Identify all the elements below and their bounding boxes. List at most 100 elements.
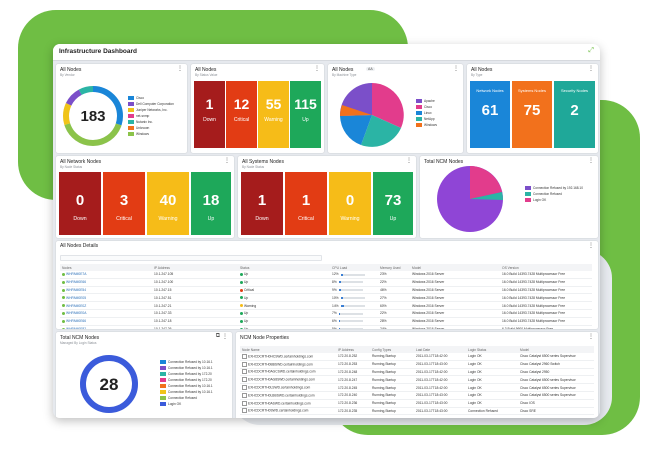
legend-item[interactable]: Juniper Networks, Inc. xyxy=(128,107,174,113)
status-tile-down[interactable]: 1 Down xyxy=(194,81,225,148)
systems-tile-up[interactable]: 73 Up xyxy=(373,172,413,235)
node-cell[interactable]: WHPAM0E05 xyxy=(60,293,152,303)
table-row[interactable]: WHPAM0E82 10.1.247.26 Up 5% 24% Windows 2016 … xyxy=(60,325,592,329)
systems-tile-down[interactable]: 1 Down xyxy=(241,172,283,235)
node-link[interactable]: WHPAM0E0A xyxy=(66,311,87,316)
table-row[interactable]: EXHCDCRTH0BBSWD.certainholdings.com 172.2… xyxy=(240,360,594,369)
column-header[interactable]: Node Name xyxy=(240,346,336,353)
legend-item[interactable]: Windows xyxy=(128,131,174,137)
more-options-icon[interactable]: ⋮ xyxy=(224,158,230,164)
column-header[interactable]: IP Address xyxy=(152,264,238,271)
table-row[interactable]: EXHCDCRTH0ASWD.certainholdings.com 172.20… xyxy=(240,399,594,408)
legend-item[interactable]: Connection Refused by 172.20 xyxy=(160,371,213,377)
type-tile-systems[interactable]: Systems Nodes 75 xyxy=(512,81,552,148)
legend-item[interactable]: Connection Refused xyxy=(160,395,213,401)
legend-item[interactable]: Windows xyxy=(416,122,437,128)
systems-tile-warning[interactable]: 0 Warning xyxy=(329,172,371,235)
column-header[interactable]: IP Address xyxy=(336,346,370,353)
column-header[interactable]: Memory Used xyxy=(378,264,410,271)
node-cell[interactable]: WHPAM0E54 xyxy=(60,286,152,295)
node-link[interactable]: WHPAM0E0Z xyxy=(66,303,87,308)
node-link[interactable]: WHPAM0E66 xyxy=(66,280,87,285)
legend-item[interactable]: Connection Refused by 10.16.1 xyxy=(160,365,213,371)
expand-arrows-icon[interactable]: ⤢ xyxy=(588,47,594,54)
network-tile-warning[interactable]: 40 Warning xyxy=(147,172,189,235)
legend-item[interactable]: Dell Computer Corporation xyxy=(128,101,174,107)
row-checkbox[interactable] xyxy=(242,385,247,391)
table-row[interactable]: WHPAM0E66 10.1.247.18 Up 6% 28% Windows 2016 … xyxy=(60,317,592,326)
legend-item[interactable]: Cisco xyxy=(416,104,437,110)
more-options-icon[interactable]: ⋮ xyxy=(588,158,594,164)
table-row[interactable]: EXHCDCRTH0AG8SWD.certainholdings.com 172.… xyxy=(240,375,594,385)
more-options-icon[interactable]: ⋮ xyxy=(177,66,183,72)
table-row[interactable]: EXHCDCRTH0HCSWD.certainholdings.com 172.2… xyxy=(240,353,594,361)
legend-item[interactable]: Apache xyxy=(416,98,437,104)
legend-item[interactable]: Login OK xyxy=(160,401,213,407)
network-tile-up[interactable]: 18 Up xyxy=(191,172,231,235)
node-name-cell[interactable]: EXHCDCRTH0HCSWD.certainholdings.com xyxy=(240,353,336,361)
legend-item[interactable]: Connection Refused by 10.16.1 xyxy=(160,359,213,365)
table-row[interactable]: EXHCDCRTH0LSWD.certainholdings.com 172.20… xyxy=(240,383,594,392)
table-row[interactable]: WHPAM0E66 10.1.247.100 Up 8% 22% Windows 2016… xyxy=(60,278,592,287)
table-row[interactable]: WHPAM0E54 10.1.247.15 Critical 9% 46% Windows… xyxy=(60,286,592,295)
table-row[interactable]: WHPAM0E0A 10.1.247.33 Up 7% 22% Windows 2016 … xyxy=(60,309,592,318)
status-tile-warning[interactable]: 55 Warning xyxy=(258,81,289,148)
status-tile-up[interactable]: 115 Up xyxy=(290,81,321,148)
node-name-cell[interactable]: EXHCDCRTH0AG8SWD.certainholdings.com xyxy=(240,375,336,385)
legend-item[interactable]: Nutanix Inc. xyxy=(128,119,174,125)
legend-item[interactable]: Connection Refused by 172.20 xyxy=(160,377,213,383)
table-search-input[interactable] xyxy=(60,255,322,261)
row-checkbox[interactable] xyxy=(242,353,247,359)
table-row[interactable]: WHPAM0E0Z 10.1.247.21 Warning 14% 60% Windows… xyxy=(60,301,592,310)
legend-item[interactable]: Connection Refused by 192.168.10 xyxy=(525,185,583,191)
column-header[interactable]: Login Status xyxy=(466,346,518,353)
more-options-icon[interactable]: ⋮ xyxy=(222,334,228,340)
status-tile-critical[interactable]: 12 Critical xyxy=(226,81,257,148)
node-cell[interactable]: WHPAM0E0A xyxy=(60,309,152,318)
column-header[interactable]: OS Version xyxy=(500,264,592,271)
node-name-cell[interactable]: EXHCDCRTH0AGCSWD.certainholdings.com xyxy=(240,368,336,377)
node-cell[interactable]: WHPAM0E66 xyxy=(60,317,152,326)
node-cell[interactable]: WHPAM0E7A xyxy=(60,271,152,279)
more-options-icon[interactable]: ⋮ xyxy=(406,158,412,164)
row-checkbox[interactable] xyxy=(242,377,247,383)
table-row[interactable]: WHPAM0E05 10.1.247.51 Up 10% 27% Windows 2016… xyxy=(60,293,592,303)
node-link[interactable]: WHPAM0E82 xyxy=(66,326,87,329)
legend-item[interactable]: Login OK xyxy=(525,197,583,203)
more-options-icon[interactable]: ⋮ xyxy=(314,66,320,72)
row-checkbox[interactable] xyxy=(242,361,247,367)
row-checkbox[interactable] xyxy=(242,408,247,414)
node-name-cell[interactable]: EXHCDCRTH0LSWD.certainholdings.com xyxy=(240,383,336,392)
node-name-cell[interactable]: EXHCDCRTH0ASWD.certainholdings.com xyxy=(240,399,336,408)
node-cell[interactable]: WHPAM0E0Z xyxy=(60,301,152,310)
node-link[interactable]: WHPAM0E66 xyxy=(66,319,87,324)
node-name-cell[interactable]: EXHCDCRTH0LBBSWD.certainholdings.com xyxy=(240,391,336,400)
column-header[interactable]: Status xyxy=(238,264,330,271)
table-row[interactable]: EXHCDCRTH0LBBSWD.certainholdings.com 172.… xyxy=(240,391,594,400)
column-header[interactable]: Config Types xyxy=(370,346,414,353)
table-row[interactable]: EXHCDCRTH0SWD.certainholdings.com 172.20.… xyxy=(240,407,594,416)
node-name-cell[interactable]: EXHCDCRTH0SWD.certainholdings.com xyxy=(240,407,336,416)
more-options-icon[interactable]: ⋮ xyxy=(588,243,594,249)
column-header[interactable]: CPU Load xyxy=(330,264,378,271)
node-link[interactable]: WHPAM0E05 xyxy=(66,295,87,300)
open-external-icon[interactable]: ⧉ xyxy=(215,333,220,339)
network-tile-critical[interactable]: 3 Critical xyxy=(103,172,145,235)
legend-item[interactable]: Connection Refused by 10.16.1 xyxy=(160,383,213,389)
network-tile-down[interactable]: 0 Down xyxy=(59,172,101,235)
row-checkbox[interactable] xyxy=(242,400,247,406)
type-tile-network[interactable]: Network Nodes 61 xyxy=(470,81,510,148)
node-link[interactable]: WHPAM0E7A xyxy=(66,272,87,277)
row-checkbox[interactable] xyxy=(242,392,247,398)
legend-item[interactable]: Cisco xyxy=(128,95,174,101)
node-link[interactable]: WHPAM0E54 xyxy=(66,287,87,292)
table-row[interactable]: WHPAM0E7A 10.1.247.105 Up 12% 23% Windows 201… xyxy=(60,271,592,279)
column-header[interactable]: Last Date xyxy=(414,346,466,353)
legend-item[interactable]: Connection Refused by 10.16.1 xyxy=(160,389,213,395)
column-header[interactable]: Model xyxy=(518,346,594,353)
legend-item[interactable]: Linux xyxy=(416,110,437,116)
column-header[interactable]: Nodes xyxy=(60,264,152,271)
systems-tile-critical[interactable]: 1 Critical xyxy=(285,172,327,235)
legend-item[interactable]: Unknown xyxy=(128,125,174,131)
node-cell[interactable]: WHPAM0E66 xyxy=(60,278,152,287)
